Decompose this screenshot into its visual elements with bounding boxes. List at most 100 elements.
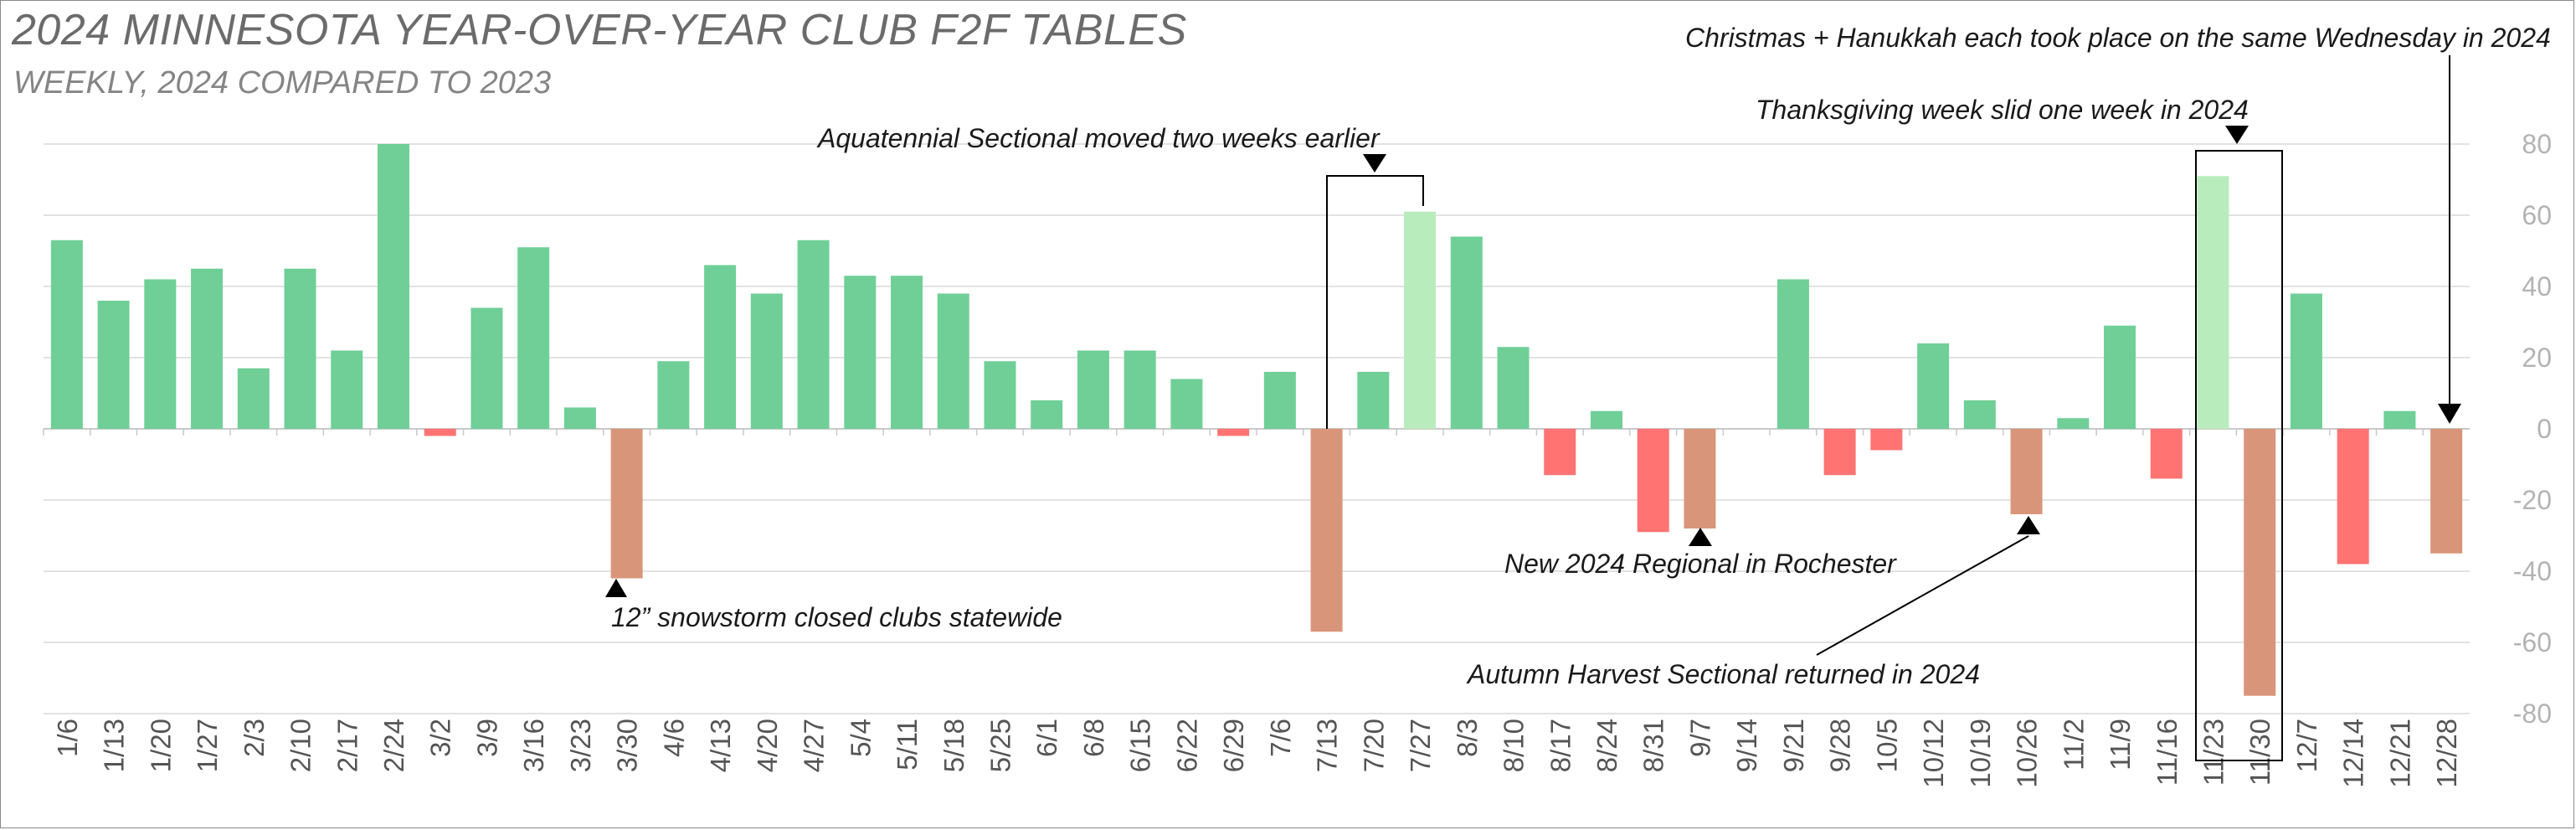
y-tick-label: 0 <box>2537 414 2552 444</box>
bar-6-29 <box>1217 429 1250 436</box>
annotation-thanksgiving: Thanksgiving week slid one week in 2024 <box>1756 95 2249 125</box>
y-tick-label: 20 <box>2522 343 2552 373</box>
bar-12-14 <box>2337 429 2369 565</box>
y-tick-label: -80 <box>2513 699 2552 729</box>
x-tick-label: 12/14 <box>2338 719 2369 788</box>
annotation-leader-line <box>1816 535 2029 656</box>
annotation-holidays: Christmas + Hanukkah each took place on … <box>1685 23 2551 53</box>
chart-title: 2024 MINNESOTA YEAR-OVER-YEAR CLUB F2F T… <box>12 6 1187 54</box>
x-tick-label: 9/14 <box>1731 719 1762 772</box>
x-tick-label: 5/4 <box>845 719 876 757</box>
x-tick-label: 11/2 <box>2058 719 2089 771</box>
y-axis-ticks: 80 60 40 20 0 -20 -40 -60 -80 <box>2513 129 2552 729</box>
x-tick-label: 12/21 <box>2384 719 2415 788</box>
grid-lines <box>44 143 2470 714</box>
annotation-arrow-down <box>2438 404 2461 424</box>
x-tick-label: 9/21 <box>1778 719 1809 772</box>
x-tick-label: 11/9 <box>2105 719 2136 771</box>
x-tick-label: 5/11 <box>892 719 923 771</box>
bar-8-3 <box>1450 236 1483 429</box>
bar-4-6 <box>657 361 690 429</box>
x-tick-label: 11/23 <box>2198 719 2229 786</box>
bar-9-21 <box>1776 279 1809 429</box>
bar-10-26 <box>2010 429 2043 514</box>
bar-8-31 <box>1637 429 1669 533</box>
x-tick-label: 2/24 <box>378 719 409 772</box>
annotation-arrow-up <box>2017 516 2040 534</box>
x-tick-label: 2/17 <box>332 719 362 772</box>
x-tick-label: 8/31 <box>1638 719 1669 772</box>
x-tick-label: 7/20 <box>1358 719 1389 772</box>
bar-12-28 <box>2430 429 2463 554</box>
bar-6-22 <box>1170 379 1203 429</box>
bar-10-5 <box>1870 429 1903 451</box>
bar-9-7 <box>1684 429 1716 528</box>
bar-11-2 <box>2057 418 2090 429</box>
bar-3-16 <box>517 247 550 429</box>
x-tick-label: 7/27 <box>1405 719 1436 772</box>
x-axis-ticks: 1/6 1/13 1/20 1/27 2/3 2/10 2/17 2/24 3/2 3/9 3/16… <box>43 429 2462 788</box>
x-tick-label: 10/12 <box>1918 719 1949 788</box>
annotation-arrow-down <box>1363 154 1386 173</box>
bar-3-2 <box>424 429 456 436</box>
bar-7-20 <box>1357 372 1390 429</box>
x-tick-label: 8/10 <box>1499 719 1530 772</box>
bar-7-6 <box>1263 372 1296 429</box>
y-tick-label: -40 <box>2513 556 2552 586</box>
bar-4-13 <box>704 265 737 429</box>
bar-3-30 <box>610 429 643 579</box>
y-tick-label: 80 <box>2522 129 2552 159</box>
bar-2-17 <box>331 350 363 429</box>
x-tick-label: 4/6 <box>658 719 689 757</box>
bar-4-20 <box>750 293 783 429</box>
x-tick-label: 10/26 <box>2012 719 2043 788</box>
x-tick-label: 12/28 <box>2431 719 2462 788</box>
bars <box>50 144 2463 696</box>
bar-11-9 <box>2104 325 2136 429</box>
x-tick-label: 3/23 <box>565 719 596 772</box>
x-tick-label: 8/3 <box>1452 719 1483 757</box>
x-tick-label: 6/15 <box>1125 719 1156 772</box>
x-tick-label: 10/5 <box>1871 719 1902 772</box>
x-tick-label: 2/10 <box>285 719 316 772</box>
x-tick-label: 6/8 <box>1078 719 1109 757</box>
y-tick-label: 60 <box>2522 200 2552 230</box>
x-tick-label: 11/30 <box>2244 719 2275 786</box>
x-tick-label: 1/27 <box>192 719 223 772</box>
bar-5-4 <box>844 276 877 429</box>
bar-5-25 <box>984 361 1016 429</box>
annotation-regional: New 2024 Regional in Rochester <box>1504 549 1897 579</box>
bar-7-13 <box>1310 429 1343 632</box>
bar-5-18 <box>937 293 969 429</box>
x-tick-label: 3/9 <box>471 719 502 757</box>
bar-6-1 <box>1031 400 1063 429</box>
bar-12-21 <box>2383 410 2416 429</box>
bar-1-27 <box>191 268 224 429</box>
x-tick-label: 10/19 <box>1965 719 1996 788</box>
x-tick-label: 1/20 <box>145 719 176 772</box>
annotation-arrow-up <box>1689 528 1712 546</box>
bar-3-23 <box>563 407 596 429</box>
x-tick-label: 4/13 <box>705 719 736 772</box>
x-tick-label: 3/30 <box>612 719 643 772</box>
annotations: 12” snowstorm closed clubs statewide Aqu… <box>605 23 2551 761</box>
x-tick-label: 2/3 <box>239 719 270 757</box>
bar-11-30 <box>2244 429 2276 696</box>
bar-11-23 <box>2197 176 2229 429</box>
bar-11-16 <box>2150 429 2183 479</box>
bar-1-6 <box>50 240 83 429</box>
bar-9-28 <box>1823 429 1856 476</box>
x-tick-label: 11/16 <box>2152 719 2183 786</box>
x-tick-label: 9/7 <box>1684 719 1715 757</box>
y-tick-label: -60 <box>2513 627 2552 657</box>
x-tick-label: 7/13 <box>1312 719 1343 772</box>
bar-6-8 <box>1077 350 1109 429</box>
x-tick-label: 6/22 <box>1171 719 1202 772</box>
annotation-arrow-down <box>2225 126 2249 144</box>
bar-12-7 <box>2290 293 2322 429</box>
y-tick-label: -20 <box>2513 485 2552 515</box>
x-tick-label: 8/24 <box>1591 719 1622 772</box>
y-tick-label: 40 <box>2522 271 2552 302</box>
bar-2-3 <box>237 368 270 429</box>
